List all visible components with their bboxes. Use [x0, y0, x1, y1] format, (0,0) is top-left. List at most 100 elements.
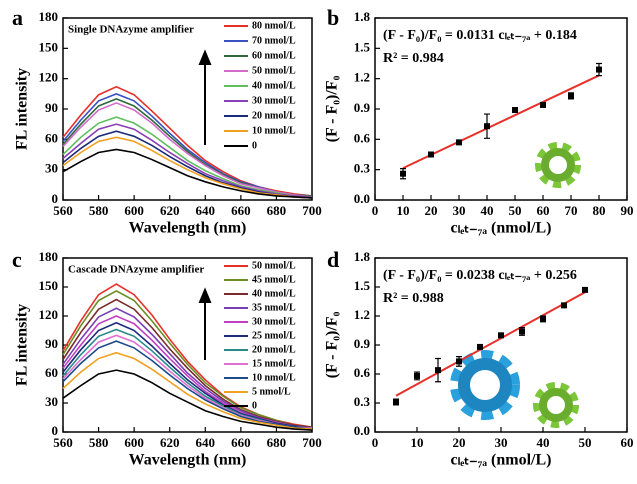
data-point	[540, 315, 546, 322]
y-tick-label: 30	[45, 161, 58, 176]
x-tick-label: 620	[160, 203, 180, 218]
legend-label: 30 nmol/L	[252, 95, 296, 106]
y-tick-label: 0.3	[354, 394, 371, 409]
x-tick-label: 50	[579, 435, 592, 450]
x-tick-label: 40	[537, 435, 550, 450]
arrows	[198, 49, 212, 360]
x-tick-label: 0	[372, 203, 379, 218]
data-point	[540, 101, 546, 108]
x-tick-label: 700	[302, 435, 322, 450]
y-tick-label: 30	[45, 394, 58, 409]
y-tick-label: 1.2	[354, 70, 370, 85]
y-tick-label: 180	[39, 9, 59, 24]
x-tick-label: 60	[621, 435, 634, 450]
data-point	[596, 66, 602, 73]
data-point	[428, 151, 434, 158]
y-tick-label: 1.5	[354, 39, 371, 54]
y-tick-label: 90	[45, 336, 58, 351]
legend-label: 40 nmol/L	[252, 288, 296, 299]
x-tick-label: 70	[565, 203, 578, 218]
annotation: (F - F₀)/F₀ = 0.0131 cₗₑₜ₋₇ₐ + 0.184	[383, 28, 577, 43]
annotation: R² = 0.988	[383, 291, 444, 306]
x-axis-label: cₗₑₜ₋₇ₐ (nmol/L)	[451, 452, 552, 469]
x-tick-label: 680	[267, 203, 287, 218]
y-tick-label: 120	[39, 307, 59, 322]
x-tick-label: 20	[425, 203, 438, 218]
y-tick-label: 0.3	[354, 161, 371, 176]
arrow-head	[198, 49, 212, 65]
x-tick-label: 640	[196, 203, 216, 218]
x-axis-label: Wavelength (nm)	[129, 220, 247, 237]
x-tick-label: 20	[453, 435, 466, 450]
y-tick-label: 0.0	[354, 191, 370, 206]
gears	[450, 142, 581, 428]
x-tick-label: 0	[372, 435, 379, 450]
x-axis-label: Wavelength (nm)	[129, 452, 247, 469]
x-tick-label: 10	[397, 203, 410, 218]
y-tick-label: 0.9	[354, 336, 371, 351]
plot-frame	[374, 17, 628, 201]
legend-label: 25 nmol/L	[252, 330, 296, 341]
y-tick-label: 150	[39, 39, 59, 54]
y-tick-label: 0.6	[354, 130, 371, 145]
spectrum-line	[62, 340, 313, 430]
inset-title: Cascade DNAzyme amplifier	[68, 264, 204, 276]
gear	[458, 358, 512, 412]
y-tick-label: 90	[45, 100, 58, 115]
spectrum-line	[62, 369, 313, 431]
arrow-head	[198, 287, 212, 303]
y-axis-label: (F - F₀)/F₀	[324, 311, 341, 378]
y-axis-label: FL intensity	[14, 68, 31, 150]
fit-line	[395, 291, 586, 397]
legend-label: 60 nmol/L	[252, 50, 296, 61]
spectrum-line	[62, 136, 313, 199]
legend-label: 40 nmol/L	[252, 80, 296, 91]
data-point	[512, 107, 518, 114]
spectrum-line	[62, 102, 313, 198]
y-tick-label: 1.2	[354, 307, 370, 322]
y-tick-label: 60	[45, 365, 58, 380]
legend-label: 80 nmol/L	[252, 20, 296, 31]
y-tick-label: 150	[39, 278, 59, 293]
data-point	[400, 170, 406, 177]
legend-label: 20 nmol/L	[252, 110, 296, 121]
x-tick-label: 600	[124, 203, 144, 218]
x-tick-label: 560	[53, 435, 73, 450]
data-point	[414, 372, 420, 379]
x-tick-label: 30	[453, 203, 466, 218]
x-tick-label: 700	[302, 203, 322, 218]
annotation: R² = 0.984	[383, 51, 444, 66]
x-tick-label: 640	[196, 435, 216, 450]
x-tick-label: 40	[481, 203, 494, 218]
x-tick-label: 80	[593, 203, 606, 218]
x-tick-label: 30	[495, 435, 508, 450]
data-point	[456, 358, 462, 365]
spectrum-line	[62, 289, 313, 428]
inset-title: Single DNAzyme amplifier	[68, 24, 194, 36]
gear	[539, 388, 573, 422]
legend-label: 0	[252, 400, 257, 411]
x-axis-label: cₗₑₜ₋₇ₐ (nmol/L)	[451, 220, 552, 237]
x-tick-label: 680	[267, 435, 287, 450]
data-point	[435, 367, 441, 374]
data-point	[456, 139, 462, 146]
legend-label: 0	[252, 140, 257, 151]
y-tick-label: 0.9	[354, 100, 371, 115]
legend-label: 15 nmol/L	[252, 358, 296, 369]
legend-label: 50 nmol/L	[252, 65, 296, 76]
spectrum-line	[62, 298, 313, 428]
data-point	[561, 302, 567, 309]
spectrum-line	[62, 123, 313, 198]
y-axis-label: (F - F₀)/F₀	[324, 75, 341, 142]
legend-label: 45 nmol/L	[252, 274, 296, 285]
y-tick-label: 0	[52, 191, 59, 206]
data-point	[519, 328, 525, 335]
legend-label: 50 nmol/L	[252, 260, 296, 271]
x-tick-label: 580	[89, 435, 109, 450]
fit-line	[402, 74, 600, 170]
y-tick-label: 60	[45, 130, 58, 145]
legend-label: 10 nmol/L	[252, 372, 296, 383]
spectrum-line	[62, 321, 313, 429]
y-tick-label: 180	[39, 249, 59, 264]
legend-label: 70 nmol/L	[252, 35, 296, 46]
